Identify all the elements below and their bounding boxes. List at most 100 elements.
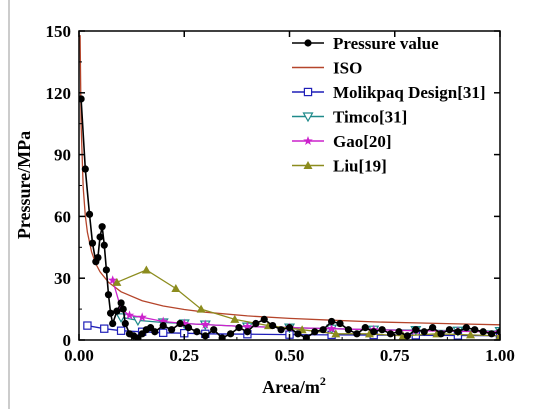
series-gao-20	[107, 275, 500, 336]
data-point-pressure-value	[328, 317, 336, 326]
data-point-pressure-value	[277, 326, 285, 334]
legend: Pressure value ISO Molikpaq Design[31] Timc…	[292, 34, 486, 176]
series-iso	[79, 35, 500, 326]
axis-titles: Area/m2 Pressure/MPa	[14, 131, 326, 397]
data-point-pressure-value	[361, 324, 369, 332]
legend-marker	[303, 136, 313, 145]
data-point-pressure-value	[226, 330, 235, 338]
x-tick-label: 0.00	[64, 346, 94, 365]
data-point-gao-20	[179, 318, 189, 328]
data-point-timco-31	[115, 313, 127, 324]
data-point-pressure-value	[454, 328, 462, 336]
data-point-liu-19	[364, 329, 374, 338]
data-point-gao-20	[137, 312, 147, 322]
data-point-pressure-value	[412, 326, 420, 334]
data-point-pressure-value	[294, 330, 302, 338]
legend-item-molikpaq-design-31: Molikpaq Design[31]	[292, 83, 486, 102]
x-axis-title: Area/m2	[262, 374, 326, 397]
data-point-pressure-value	[437, 330, 445, 338]
data-point-molikpaq-design-31	[116, 326, 126, 335]
plot-frame	[78, 30, 501, 341]
y-tick-label: 60	[54, 207, 71, 226]
x-tick-label: 0.25	[169, 346, 199, 365]
data-point-gao-20	[107, 275, 118, 285]
data-point-pressure-value	[420, 328, 428, 336]
x-axis-title-text: Area/m	[262, 377, 320, 397]
data-point-pressure-value	[311, 328, 319, 336]
legend-marker	[303, 87, 313, 97]
data-point-gao-20	[158, 316, 168, 326]
data-point-gao-20	[124, 310, 135, 320]
legend-label: Molikpaq Design[31]	[333, 83, 486, 102]
series-liu-19	[112, 265, 500, 340]
y-tick-label: 120	[46, 84, 72, 103]
data-point-liu-19	[196, 304, 206, 313]
x-tick-label: 1.00	[485, 346, 515, 365]
data-point-pressure-value	[113, 307, 121, 315]
data-point-liu-19	[230, 314, 240, 323]
data-point-liu-19	[141, 265, 151, 274]
data-point-pressure-value	[193, 328, 201, 336]
data-point-pressure-value	[243, 328, 251, 336]
data-point-pressure-value	[378, 326, 386, 334]
data-point-pressure-value	[168, 326, 176, 334]
data-point-pressure-value	[94, 254, 102, 262]
data-point-pressure-value	[344, 326, 353, 334]
data-point-pressure-value	[487, 330, 496, 338]
legend-item-liu-19: Liu[19]	[292, 157, 387, 176]
data-point-pressure-value	[121, 319, 129, 328]
data-point-pressure-value	[252, 319, 260, 328]
legend-item-timco-31: Timco[31]	[292, 108, 407, 127]
data-point-molikpaq-design-31	[83, 321, 92, 330]
plot-area	[79, 35, 500, 340]
data-point-pressure-value	[176, 319, 184, 328]
data-point-pressure-value	[81, 165, 89, 173]
data-point-pressure-value	[109, 319, 117, 328]
data-point-liu-19	[112, 277, 122, 286]
tick-labels: 0.00 0.25 0.50 0.75 1.00 0 30 60 90 120 150	[46, 22, 515, 365]
y-tick-label: 0	[63, 331, 72, 350]
data-point-pressure-value	[403, 332, 411, 340]
data-point-pressure-value	[210, 326, 218, 334]
data-point-liu-19	[331, 329, 341, 338]
y-tick-label: 30	[54, 269, 71, 288]
data-point-pressure-value	[269, 321, 277, 330]
data-point-pressure-value	[260, 315, 268, 323]
data-point-pressure-value	[336, 319, 344, 328]
x-tick-label: 0.50	[275, 346, 305, 365]
data-point-pressure-value	[445, 326, 454, 334]
data-point-pressure-value	[104, 291, 113, 299]
legend-item-iso: ISO	[292, 59, 362, 78]
series-line-liu-19	[116, 269, 500, 337]
data-point-pressure-value	[471, 326, 479, 334]
data-point-pressure-value	[429, 324, 437, 332]
data-point-pressure-value	[479, 328, 487, 336]
data-point-pressure-value	[184, 324, 193, 332]
data-point-pressure-value	[96, 233, 104, 241]
legend-label: Pressure value	[333, 34, 439, 53]
data-point-pressure-value	[370, 328, 378, 336]
legend-marker	[304, 39, 312, 47]
series-pressure-value	[79, 95, 500, 340]
data-point-pressure-value	[106, 309, 115, 317]
data-point-pressure-value	[102, 266, 110, 274]
axes	[78, 30, 501, 341]
legend-marker	[303, 161, 313, 169]
data-point-pressure-value	[395, 328, 403, 336]
data-point-gao-20	[326, 323, 337, 333]
data-point-pressure-value	[218, 334, 226, 340]
data-point-pressure-value	[98, 223, 106, 231]
legend-label: Liu[19]	[333, 157, 387, 176]
data-point-pressure-value	[117, 299, 125, 307]
data-point-pressure-value	[353, 330, 361, 338]
x-tick-label: 0.75	[380, 346, 410, 365]
data-point-pressure-value	[201, 332, 209, 340]
y-axis-title: Pressure/MPa	[14, 131, 34, 239]
legend-item-gao-20: Gao[20]	[292, 132, 392, 151]
legend-marker	[302, 112, 314, 123]
data-point-pressure-value	[79, 95, 85, 103]
data-point-molikpaq-design-31	[100, 324, 109, 333]
data-point-pressure-value	[85, 210, 94, 218]
data-point-pressure-value	[285, 324, 294, 332]
data-point-pressure-value	[496, 328, 500, 336]
